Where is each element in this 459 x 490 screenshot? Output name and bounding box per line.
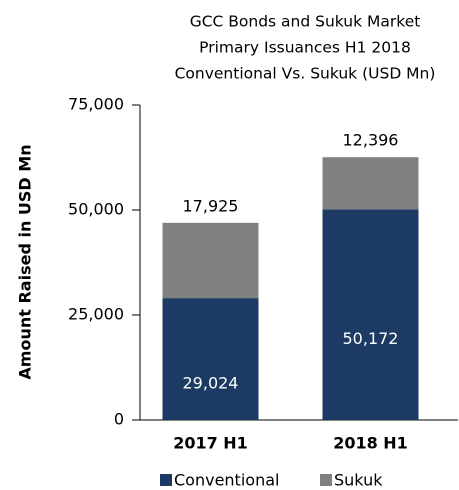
chart-title: Conventional Vs. Sukuk (USD Mn) [175, 65, 436, 83]
bar-segment [322, 209, 419, 420]
chart-title: Primary Issuances H1 2018 [199, 39, 411, 57]
y-tick-label: 75,000 [68, 95, 124, 114]
legend-label: Sukuk [334, 471, 383, 490]
x-tick-label: 2018 H1 [333, 434, 408, 453]
legend-swatch [320, 474, 332, 486]
y-axis-title: Amount Raised in USD Mn [16, 144, 35, 379]
y-tick-label: 50,000 [68, 200, 124, 219]
bar-segment [162, 298, 259, 420]
chart-title: GCC Bonds and Sukuk Market [190, 13, 421, 31]
data-label: 29,024 [183, 374, 239, 393]
data-label: 17,925 [183, 196, 239, 215]
legend-label: Conventional [174, 471, 279, 490]
y-tick-label: 25,000 [68, 305, 124, 324]
bar-segment [162, 222, 259, 299]
bar-segment [322, 157, 419, 210]
data-label: 12,396 [343, 131, 399, 150]
y-tick-label: 0 [114, 410, 124, 429]
data-label: 50,172 [343, 329, 399, 348]
legend-swatch [160, 474, 172, 486]
x-tick-label: 2017 H1 [173, 434, 248, 453]
